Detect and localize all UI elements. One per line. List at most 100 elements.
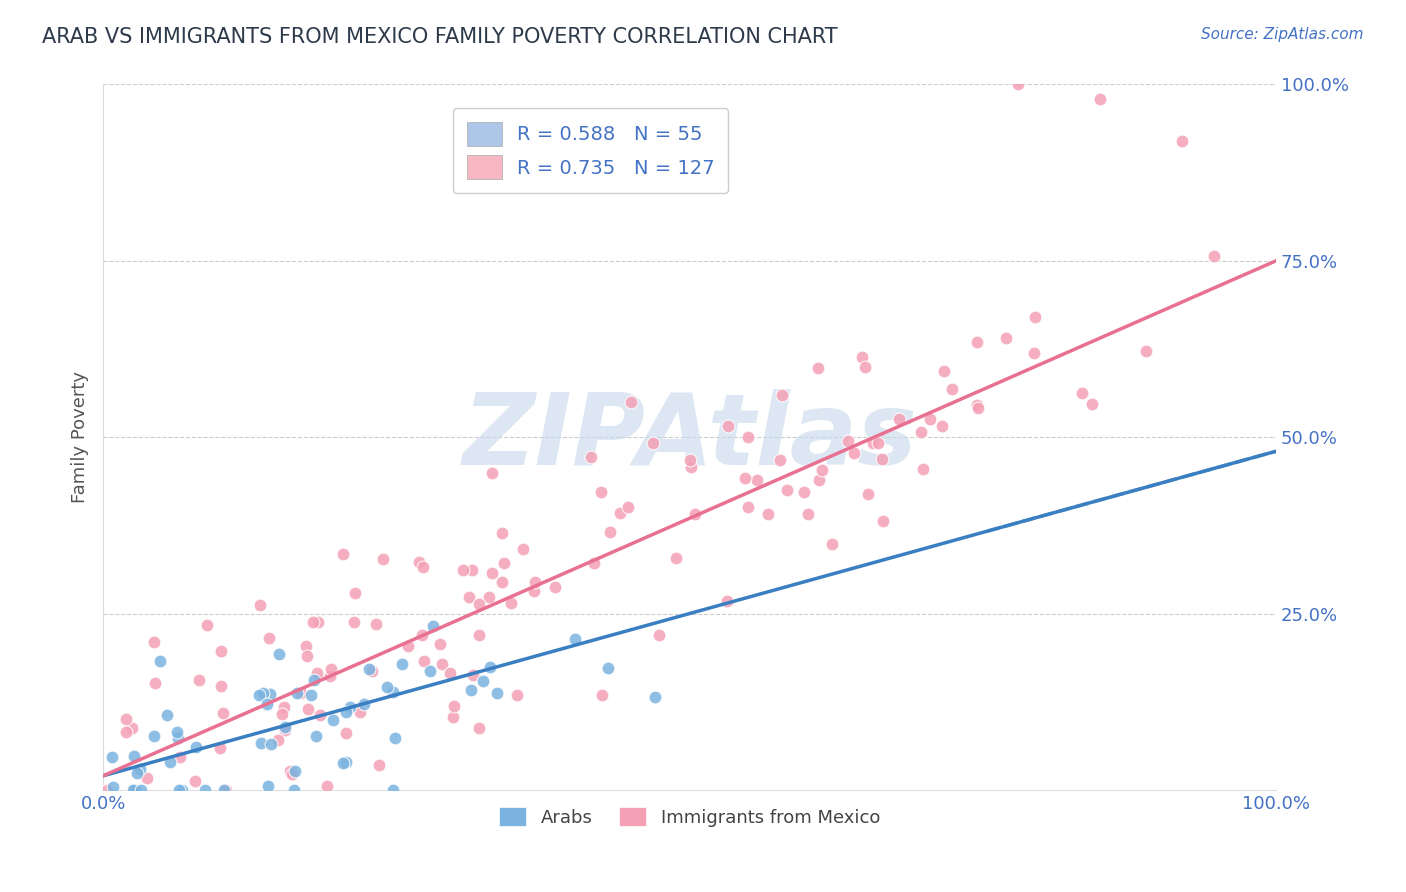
Point (136, 771, 159, 785)
Point (169, 750, 191, 764)
Point (408, 555, 430, 569)
Point (129, 762, 152, 776)
Point (524, 575, 547, 590)
Point (274, 723, 297, 737)
Point (451, 563, 474, 577)
Point (811, 463, 834, 477)
Point (499, 596, 522, 610)
Point (290, 686, 312, 700)
Point (967, 401, 990, 415)
Point (1135, 344, 1157, 359)
Point (422, 619, 444, 633)
Point (934, 364, 956, 378)
Point (295, 649, 318, 664)
Point (129, 783, 152, 797)
Point (295, 639, 318, 653)
Point (270, 706, 292, 721)
Point (195, 618, 218, 632)
Point (188, 673, 211, 687)
Point (143, 676, 166, 690)
Point (920, 411, 942, 425)
Point (184, 774, 207, 789)
Point (299, 688, 322, 702)
Point (259, 687, 281, 701)
Point (302, 615, 325, 629)
Point (115, 724, 138, 739)
Point (468, 628, 491, 642)
Point (866, 435, 889, 450)
Point (273, 699, 295, 714)
Point (211, 706, 233, 721)
Point (419, 665, 441, 679)
Point (159, 755, 181, 769)
Point (717, 419, 740, 434)
Point (598, 661, 620, 675)
Point (364, 616, 387, 631)
Point (335, 705, 357, 719)
Point (322, 713, 344, 727)
Point (398, 639, 420, 653)
Point (776, 483, 799, 498)
Point (274, 720, 297, 734)
Point (194, 783, 217, 797)
Point (471, 673, 494, 688)
Point (966, 334, 988, 349)
Point (339, 700, 361, 714)
Point (1080, 397, 1102, 411)
Point (381, 685, 404, 699)
Point (373, 551, 395, 566)
Point (1024, 310, 1046, 324)
Point (591, 688, 613, 702)
Point (209, 679, 232, 693)
Point (747, 473, 769, 487)
Point (756, 507, 779, 521)
Point (412, 559, 434, 574)
Point (429, 637, 451, 651)
Point (491, 525, 513, 540)
Point (769, 453, 792, 467)
Point (278, 764, 301, 778)
Point (966, 398, 988, 412)
Point (281, 767, 304, 781)
Point (1204, 249, 1226, 263)
Point (770, 388, 793, 402)
Point (872, 515, 894, 529)
Point (249, 598, 271, 612)
Point (683, 507, 706, 521)
Point (737, 430, 759, 444)
Point (716, 594, 738, 608)
Y-axis label: Family Poverty: Family Poverty (72, 371, 89, 503)
Point (647, 628, 669, 642)
Point (581, 450, 603, 465)
Point (247, 688, 270, 702)
Point (101, 780, 124, 794)
Point (156, 708, 179, 723)
Point (250, 736, 273, 750)
Point (679, 459, 702, 474)
Point (481, 466, 503, 480)
Point (837, 434, 859, 448)
Point (297, 702, 319, 716)
Point (267, 647, 290, 661)
Point (461, 563, 484, 577)
Point (127, 766, 149, 780)
Point (285, 686, 308, 700)
Point (124, 749, 146, 764)
Point (910, 425, 932, 439)
Point (430, 657, 453, 671)
Point (305, 666, 328, 681)
Point (316, 779, 339, 793)
Point (911, 461, 934, 475)
Point (167, 783, 190, 797)
Point (349, 705, 371, 719)
Point (256, 697, 278, 711)
Point (344, 586, 367, 600)
Point (353, 697, 375, 711)
Point (582, 556, 605, 570)
Point (616, 500, 638, 514)
Point (441, 710, 464, 724)
Point (252, 686, 274, 700)
Point (457, 590, 479, 604)
Point (391, 657, 413, 671)
Point (186, 739, 208, 754)
